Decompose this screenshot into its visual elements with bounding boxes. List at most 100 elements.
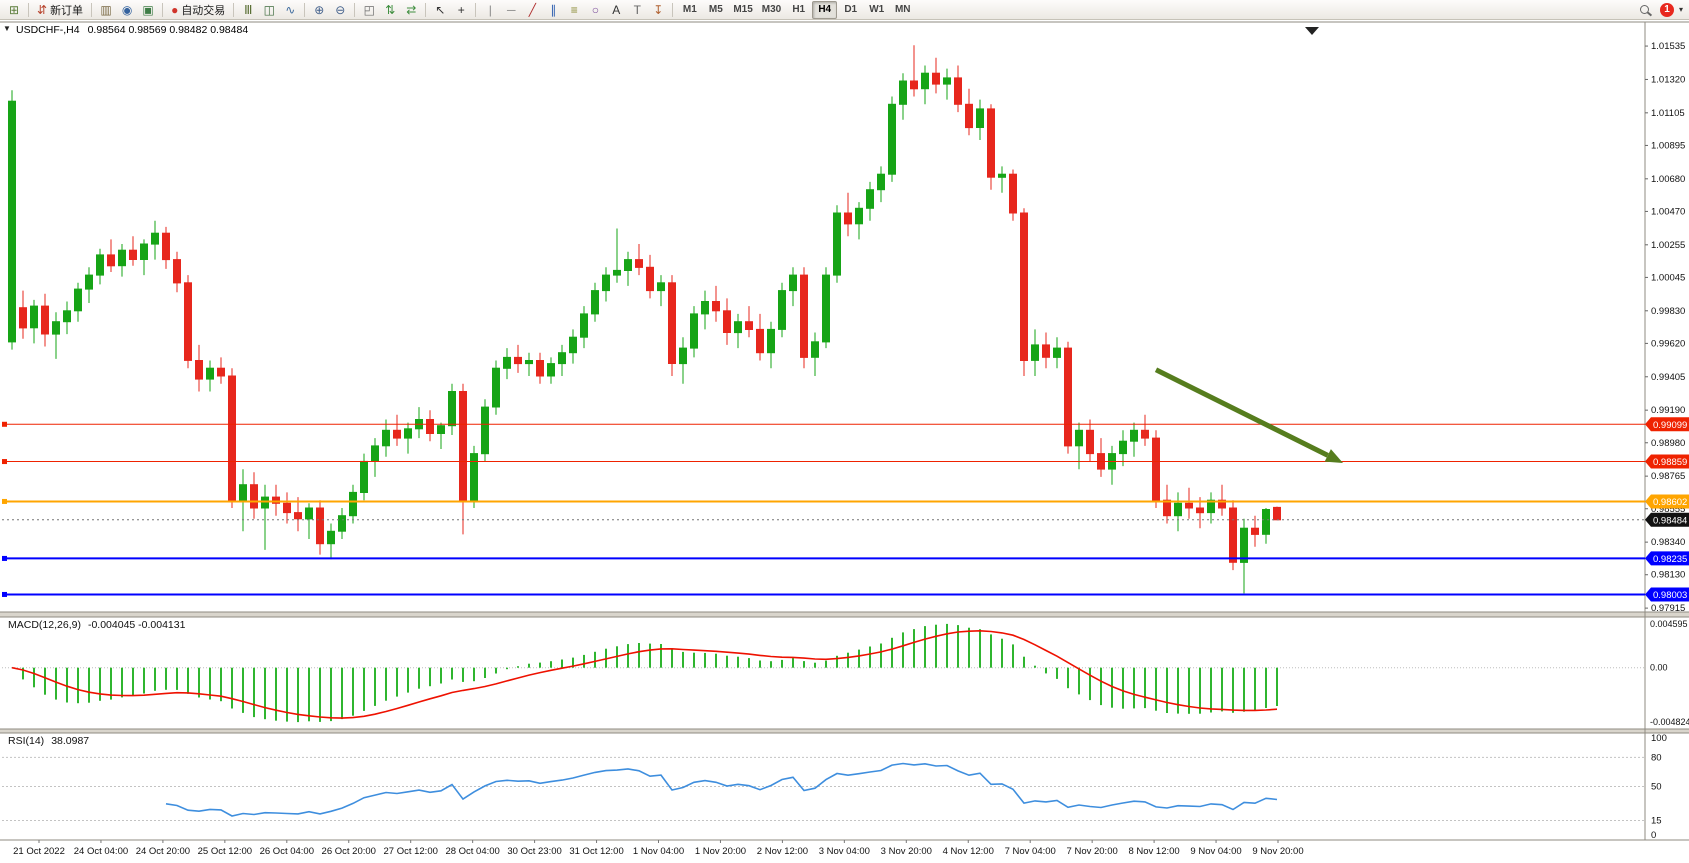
horizontal-line-button[interactable]: ─: [501, 1, 521, 19]
arrows-button[interactable]: ↧: [648, 1, 668, 19]
candle: [261, 496, 269, 509]
candle: [701, 301, 709, 315]
vertical-line-icon: |: [488, 2, 492, 17]
price-tick-label: 0.99620: [1651, 338, 1685, 349]
candle: [52, 321, 60, 335]
candle: [316, 507, 324, 545]
zoom-in-button[interactable]: ⊕: [309, 1, 329, 19]
candle: [745, 321, 753, 331]
macd-signal-line: [11, 629, 1278, 719]
line-chart-button[interactable]: ∿: [280, 1, 300, 19]
candle: [822, 274, 830, 343]
market-watch-button[interactable]: ▥: [96, 1, 116, 19]
timeframe-d1-button[interactable]: D1: [844, 4, 858, 15]
shapes-button[interactable]: ○: [585, 1, 605, 19]
terminal-button[interactable]: ▣: [138, 1, 158, 19]
candle: [129, 249, 137, 260]
line-handle[interactable]: [2, 498, 7, 504]
chart-canvas[interactable]: 1.01535 1.01320 1.01105 1.00895 1.00680 1.004…: [0, 20, 1689, 863]
candle: [140, 243, 148, 260]
panel-splitter[interactable]: [0, 612, 1689, 617]
timeframe-h4-button[interactable]: H4: [812, 0, 838, 19]
toolbar-separator: [354, 2, 356, 17]
toolbar-separator: [28, 2, 29, 17]
tile-windows-button[interactable]: ◰: [359, 1, 379, 19]
toolbar-separator: [475, 2, 477, 17]
crosshair-button[interactable]: +: [451, 1, 471, 19]
timeframe-m5-button[interactable]: M5: [708, 4, 723, 15]
chart-shift-marker-icon[interactable]: [1305, 27, 1319, 35]
search-button[interactable]: [1635, 1, 1655, 19]
navigator-icon: ◉: [121, 2, 133, 17]
price-axis[interactable]: [1645, 20, 1689, 840]
line-handle[interactable]: [2, 421, 7, 427]
price-tick-label: 0.98130: [1651, 570, 1685, 581]
autotrading-button[interactable]: ● 自动交易: [167, 1, 229, 19]
new-chart-icon: ⊞: [8, 2, 20, 17]
rsi-name: RSI(14): [8, 735, 45, 747]
candle: [195, 360, 203, 380]
navigator-button[interactable]: ◉: [117, 1, 137, 19]
timeframe-m30-button[interactable]: M30: [761, 4, 782, 15]
new-order-button-label: 新订单: [50, 4, 84, 17]
candle: [624, 259, 632, 272]
rsi-value: 38.0987: [51, 735, 90, 747]
text-button[interactable]: A: [606, 1, 626, 19]
fibonacci-button[interactable]: ≡: [564, 1, 584, 19]
line-handle[interactable]: [2, 555, 7, 561]
line-handle[interactable]: [2, 459, 7, 465]
cursor-button[interactable]: ↖: [430, 1, 450, 19]
notification-badge[interactable]: 1: [1659, 2, 1674, 17]
trendline-button[interactable]: ╱: [522, 1, 542, 19]
arrange-vertical-button[interactable]: ⇅: [380, 1, 400, 19]
candle: [294, 512, 302, 520]
candlestick-chart-button[interactable]: ◫: [259, 1, 279, 19]
candle: [305, 507, 313, 520]
bar-chart-button[interactable]: Ⅲ: [238, 1, 258, 19]
timeframe-w1-button[interactable]: W1: [869, 4, 885, 15]
candle: [668, 282, 676, 364]
equidistant-channel-button[interactable]: ∥: [543, 1, 563, 19]
candle: [1042, 344, 1050, 358]
timeframe-m15-button[interactable]: M15: [733, 4, 753, 15]
market-watch-icon: ▥: [100, 2, 112, 17]
arrange-horizontal-icon: ⇄: [406, 2, 417, 17]
candle: [426, 419, 434, 434]
candle: [910, 80, 918, 90]
candle: [1130, 429, 1138, 442]
panel-splitter[interactable]: [0, 729, 1689, 733]
time-axis[interactable]: [0, 840, 1689, 863]
line-handle[interactable]: [2, 591, 7, 597]
toolbar-button-groups: ⊞ ⇵ 新订单 ▥ ◉ ▣ ● 自动交易 Ⅲ ◫ ∿ ⊕ ⊖ ◰ ⇅ ⇄ ↖ + | ─ ╱ ∥ ≡ ○ A T ↧ M1 M5 M15 M…: [4, 0, 915, 19]
candles-layer: [8, 45, 1281, 594]
candle: [657, 282, 665, 292]
candle: [558, 352, 566, 365]
trend-arrow[interactable]: [1154, 367, 1329, 458]
one-click-trading-toggle-icon[interactable]: ▼: [3, 24, 11, 33]
new-order-button[interactable]: ⇵ 新订单: [33, 1, 87, 19]
rsi-axis-label: 15: [1651, 815, 1662, 826]
new-order-icon: ⇵: [37, 2, 48, 17]
time-axis-label: 3 Nov 04:00: [819, 846, 870, 857]
candle: [1119, 440, 1127, 455]
macd-axis-label: 0.004595: [1650, 619, 1688, 629]
candle: [514, 356, 522, 365]
svg-text:0.99099: 0.99099: [1653, 420, 1687, 431]
new-chart-button[interactable]: ⊞: [4, 1, 24, 19]
zoom-out-icon: ⊖: [335, 2, 346, 17]
vertical-line-button[interactable]: |: [480, 1, 500, 19]
zoom-out-button[interactable]: ⊖: [330, 1, 350, 19]
macd-name: MACD(12,26,9): [8, 619, 81, 631]
timeframe-h1-button[interactable]: H1: [792, 4, 806, 15]
toolbar-right: 1 ▾: [1635, 1, 1685, 19]
candle: [723, 310, 731, 333]
candle: [283, 502, 291, 514]
text-label-button[interactable]: T: [627, 1, 647, 19]
autotrading-button-label: 自动交易: [181, 4, 226, 17]
timeframe-mn-button[interactable]: MN: [894, 4, 911, 15]
svg-text:0.98235: 0.98235: [1653, 554, 1687, 565]
timeframe-m1-button[interactable]: M1: [682, 4, 697, 15]
arrange-horizontal-button[interactable]: ⇄: [401, 1, 421, 19]
candle: [833, 212, 841, 276]
trend-arrow-head[interactable]: [1324, 449, 1343, 463]
